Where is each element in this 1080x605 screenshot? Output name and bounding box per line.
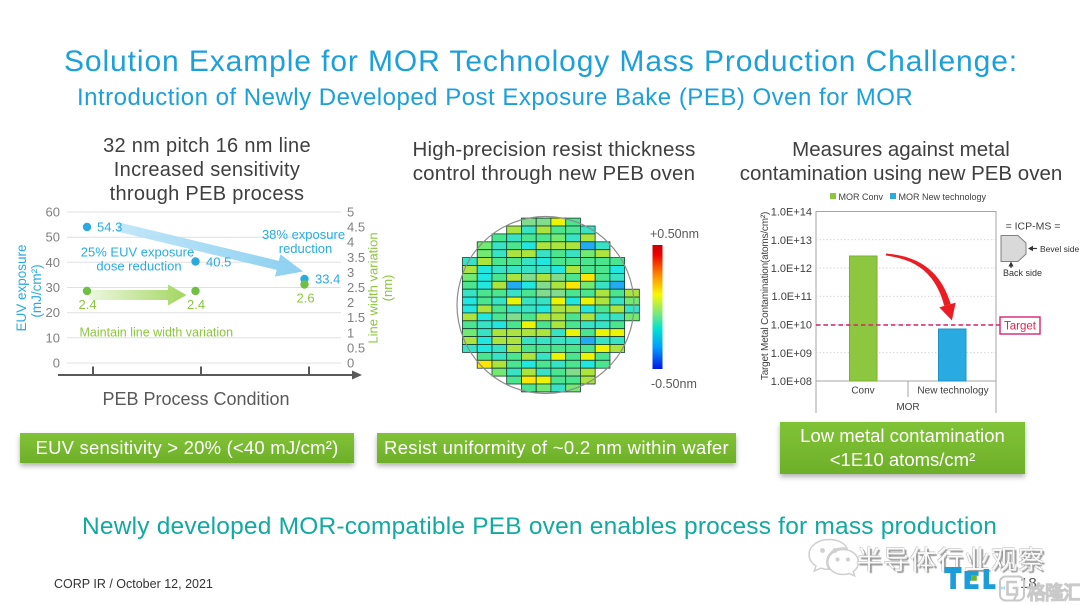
svg-text:Bevel side: Bevel side — [1040, 244, 1079, 254]
svg-text:MOR: MOR — [896, 402, 919, 413]
svg-text:Back side: Back side — [1003, 268, 1042, 278]
svg-text:25% EUV exposure: 25% EUV exposure — [81, 245, 194, 260]
svg-text:50: 50 — [46, 230, 60, 245]
svg-text:4.5: 4.5 — [347, 220, 365, 235]
svg-text:0.5: 0.5 — [347, 340, 365, 355]
svg-text:Line width variation: Line width variation — [366, 232, 381, 343]
svg-text:0: 0 — [347, 356, 354, 371]
svg-text:38% exposure: 38% exposure — [262, 227, 345, 242]
svg-text:New technology: New technology — [917, 386, 988, 397]
svg-text:40.5: 40.5 — [206, 255, 231, 270]
svg-text:5: 5 — [347, 205, 354, 220]
svg-text:2.4: 2.4 — [187, 297, 205, 312]
svg-text:2.5: 2.5 — [347, 280, 365, 295]
svg-text:Target: Target — [1004, 321, 1037, 333]
svg-text:Target Metal Contamination(ato: Target Metal Contamination(atoms/cm²) — [760, 212, 771, 380]
svg-text:Conv: Conv — [851, 386, 874, 397]
svg-text:Maintain line width variation: Maintain line width variation — [80, 326, 234, 340]
svg-text:10: 10 — [46, 330, 60, 345]
svg-text:20: 20 — [46, 305, 60, 320]
svg-text:40: 40 — [46, 255, 60, 270]
svg-text:(mJ/cm²): (mJ/cm²) — [29, 264, 44, 317]
svg-text:PEB Process Condition: PEB Process Condition — [102, 389, 289, 409]
svg-text:TM: TM — [999, 586, 1006, 591]
svg-text:30: 30 — [46, 280, 60, 295]
svg-text:3.5: 3.5 — [347, 250, 365, 265]
svg-text:格隆汇: 格隆汇 — [1027, 581, 1080, 604]
svg-text:+0.50nm: +0.50nm — [650, 227, 699, 241]
svg-text:4: 4 — [347, 235, 354, 250]
svg-text:1.5: 1.5 — [347, 310, 365, 325]
svg-text:1.0E+09: 1.0E+09 — [771, 348, 812, 360]
svg-text:3: 3 — [347, 265, 354, 280]
svg-text:60: 60 — [46, 205, 60, 220]
svg-text:reduction: reduction — [279, 241, 332, 256]
svg-text:1.0E+11: 1.0E+11 — [772, 291, 812, 303]
svg-text:EUV exposure: EUV exposure — [14, 244, 29, 331]
svg-text:MOR Conv: MOR Conv — [839, 192, 884, 202]
svg-text:1.0E+14: 1.0E+14 — [771, 207, 812, 219]
svg-text:-0.50nm: -0.50nm — [651, 377, 697, 391]
svg-text:1.0E+13: 1.0E+13 — [771, 235, 812, 247]
svg-text:MOR New technology: MOR New technology — [899, 192, 987, 202]
svg-text:54.3: 54.3 — [97, 220, 122, 235]
svg-text:(nm): (nm) — [380, 275, 395, 302]
svg-text:1.0E+10: 1.0E+10 — [771, 320, 812, 332]
svg-text:2: 2 — [347, 295, 354, 310]
svg-text:33.4: 33.4 — [315, 272, 340, 287]
svg-text:dose reduction: dose reduction — [96, 259, 181, 274]
svg-text:1: 1 — [347, 325, 354, 340]
svg-text:1.0E+08: 1.0E+08 — [771, 376, 812, 388]
svg-text:2.6: 2.6 — [297, 291, 315, 306]
svg-text:0: 0 — [53, 356, 60, 371]
svg-text:1.0E+12: 1.0E+12 — [771, 263, 812, 275]
svg-text:= ICP-MS =: = ICP-MS = — [1006, 221, 1061, 233]
svg-text:2.4: 2.4 — [79, 297, 97, 312]
